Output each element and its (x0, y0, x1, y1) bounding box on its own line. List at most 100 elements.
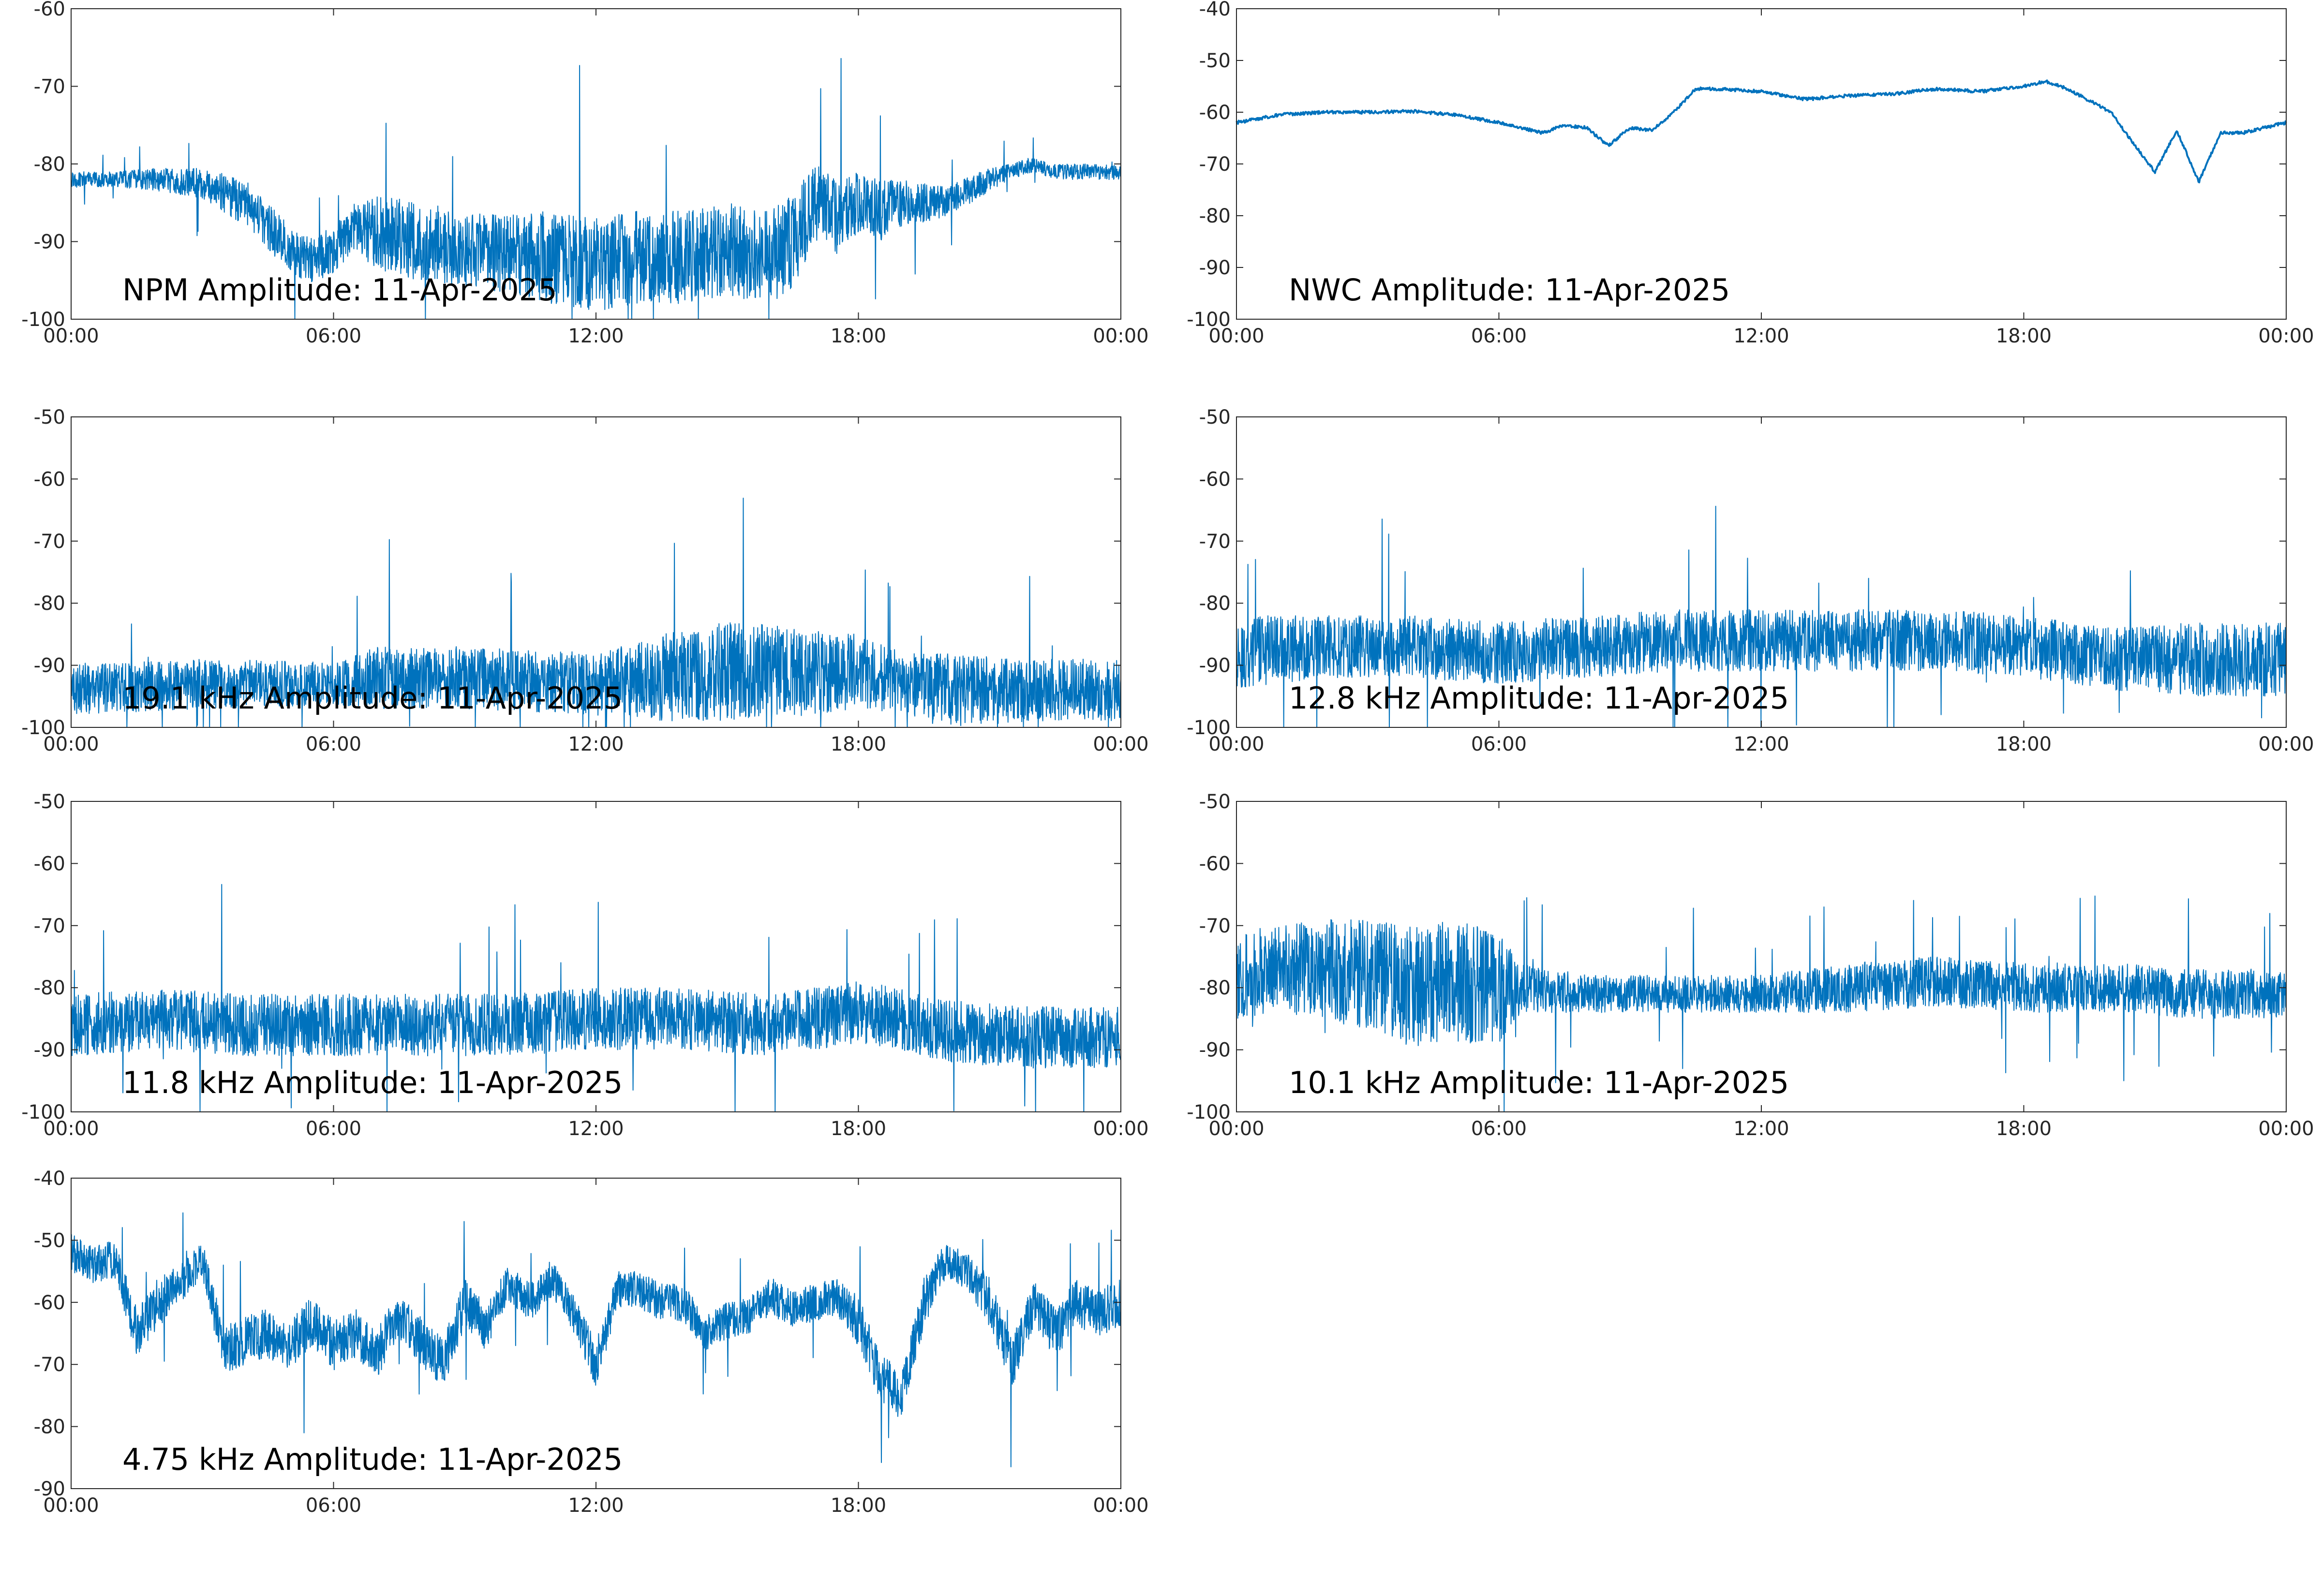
y-tick-label-100: -100 (21, 717, 65, 739)
y-tick-label-70: -70 (1199, 915, 1231, 937)
ticks-layer: -100 -90 -80 -70 -60 -50 00:00 06:00 12:00 18:00 0… (1187, 791, 2314, 1140)
panel-title: 12.8 kHz Amplitude: 11-Apr-2025 (1289, 680, 1789, 716)
x-tick-label-3: 18:00 (831, 733, 886, 755)
y-tick-label-100: -100 (1187, 309, 1231, 331)
series-line (1236, 505, 2287, 728)
y-tick-label-90: -90 (34, 231, 65, 253)
y-tick-label-80: -80 (1199, 592, 1231, 615)
x-tick-label-1: 06:00 (1471, 733, 1527, 755)
y-tick-label-50: -50 (1199, 50, 1231, 72)
series-line (1236, 895, 2287, 1112)
panel-11-8-khz-amplitude: -100 -90 -80 -70 -60 -50 00:00 06:00 12:00 18:00 0… (21, 791, 1148, 1140)
y-tick-label-90: -90 (34, 655, 65, 677)
y-tick-label-80: -80 (1199, 977, 1231, 999)
series-layer (71, 1212, 1121, 1467)
x-tick-label-0: 00:00 (43, 325, 99, 347)
x-tick-label-3: 18:00 (1996, 1118, 2052, 1140)
y-tick-label-70: -70 (34, 76, 65, 98)
y-tick-label-50: -50 (34, 406, 65, 429)
y-tick-label-90: -90 (34, 1039, 65, 1062)
panel-4-75-khz-amplitude: -90 -80 -70 -60 -50 -40 00:00 06:00 12:00 18:00 00… (34, 1167, 1149, 1517)
series-layer (71, 498, 1121, 728)
y-tick-label-50: -50 (1199, 406, 1231, 429)
x-tick-label-4: 00:00 (2258, 1118, 2314, 1140)
y-tick-label-70: -70 (1199, 531, 1231, 553)
x-tick-label-0: 00:00 (1208, 325, 1264, 347)
series-line (71, 498, 1121, 728)
x-tick-label-1: 06:00 (306, 325, 361, 347)
panel-12-8-khz-amplitude: -100 -90 -80 -70 -60 -50 00:00 06:00 12:00 18:00 0… (1187, 406, 2314, 755)
x-tick-label-0: 00:00 (1208, 1118, 1264, 1140)
x-tick-label-3: 18:00 (831, 1494, 886, 1517)
x-tick-label-3: 18:00 (1996, 733, 2052, 755)
series-layer (1235, 79, 2287, 184)
series-line (71, 58, 1121, 320)
y-tick-label-60: -60 (1199, 853, 1231, 875)
y-tick-label-90: -90 (1199, 257, 1231, 279)
panel-title: NWC Amplitude: 11-Apr-2025 (1289, 272, 1730, 308)
y-tick-label-70: -70 (34, 531, 65, 553)
plot-background (1236, 9, 2286, 319)
y-tick-label-90: -90 (1199, 1039, 1231, 1062)
x-tick-label-1: 06:00 (306, 1118, 361, 1140)
series-layer (1236, 895, 2287, 1112)
y-tick-label-90: -90 (1199, 655, 1231, 677)
ticks-layer: -100 -90 -80 -70 -60 -50 00:00 06:00 12:00 18:00 0… (21, 406, 1148, 755)
x-tick-label-0: 00:00 (43, 733, 99, 755)
panel-npm-amplitude: -100 -90 -80 -70 -60 00:00 06:00 12:00 18:00 00:0… (21, 0, 1148, 347)
y-tick-label-60: -60 (1199, 468, 1231, 490)
x-tick-label-3: 18:00 (1996, 325, 2052, 347)
y-tick-label-80: -80 (34, 153, 65, 176)
y-tick-label-50: -50 (34, 1229, 65, 1252)
y-tick-label-40: -40 (34, 1167, 65, 1190)
series-layer (71, 884, 1121, 1112)
series-line (71, 1212, 1121, 1467)
x-tick-label-0: 00:00 (43, 1118, 99, 1140)
plot-frame (71, 801, 1121, 1112)
plot-frame (1236, 8, 2287, 320)
x-tick-label-4: 00:00 (1093, 325, 1148, 347)
panel-title: 10.1 kHz Amplitude: 11-Apr-2025 (1289, 1065, 1789, 1100)
x-tick-label-1: 06:00 (306, 733, 361, 755)
series-line (71, 884, 1121, 1112)
y-tick-label-60: -60 (34, 853, 65, 875)
y-tick-label-100: -100 (21, 309, 65, 331)
y-tick-label-60: -60 (34, 0, 65, 20)
x-tick-label-4: 00:00 (1093, 1494, 1148, 1517)
panel-title: 11.8 kHz Amplitude: 11-Apr-2025 (122, 1065, 623, 1100)
y-tick-label-50: -50 (1199, 791, 1231, 813)
series-layer (1236, 505, 2287, 728)
y-tick-label-100: -100 (1187, 717, 1231, 739)
y-tick-label-50: -50 (34, 791, 65, 813)
plot-frame (1236, 416, 2287, 728)
x-tick-label-2: 12:00 (568, 1118, 624, 1140)
x-tick-label-4: 00:00 (2258, 733, 2314, 755)
x-tick-label-1: 06:00 (306, 1494, 361, 1517)
y-tick-label-100: -100 (1187, 1101, 1231, 1123)
ticks-layer: -100 -90 -80 -70 -60 00:00 06:00 12:00 18:00 00:0… (21, 0, 1148, 347)
y-tick-label-60: -60 (34, 468, 65, 490)
x-tick-label-3: 18:00 (831, 325, 886, 347)
plot-frame (71, 416, 1121, 728)
y-tick-label-70: -70 (34, 915, 65, 937)
x-tick-label-4: 00:00 (2258, 325, 2314, 347)
x-tick-label-2: 12:00 (1733, 1118, 1789, 1140)
plot-frame (71, 8, 1121, 320)
x-tick-label-0: 00:00 (43, 1494, 99, 1517)
panel-title: 19.1 kHz Amplitude: 11-Apr-2025 (122, 680, 623, 716)
x-tick-label-4: 00:00 (1093, 1118, 1148, 1140)
y-tick-label-70: -70 (34, 1354, 65, 1376)
ticks-layer: -100 -90 -80 -70 -60 -50 00:00 06:00 12:00 18:00 0… (21, 791, 1148, 1140)
panel-title: 4.75 kHz Amplitude: 11-Apr-2025 (122, 1442, 623, 1477)
ticks-layer: -100 -90 -80 -70 -60 -50 -40 00:00 06:00 12:00 18:… (1187, 0, 2314, 347)
y-tick-label-80: -80 (34, 592, 65, 615)
x-tick-label-1: 06:00 (1471, 325, 1527, 347)
plot-background (71, 801, 1121, 1112)
ticks-layer: -90 -80 -70 -60 -50 -40 00:00 06:00 12:00 18:00 00… (34, 1167, 1149, 1517)
x-tick-label-2: 12:00 (1733, 325, 1789, 347)
y-tick-label-80: -80 (1199, 205, 1231, 227)
series-layer (71, 58, 1121, 320)
y-tick-label-60: -60 (1199, 102, 1231, 124)
panel-nwc-amplitude: -100 -90 -80 -70 -60 -50 -40 00:00 06:00 12:00 18:… (1187, 0, 2314, 347)
y-tick-label-80: -80 (34, 1416, 65, 1438)
